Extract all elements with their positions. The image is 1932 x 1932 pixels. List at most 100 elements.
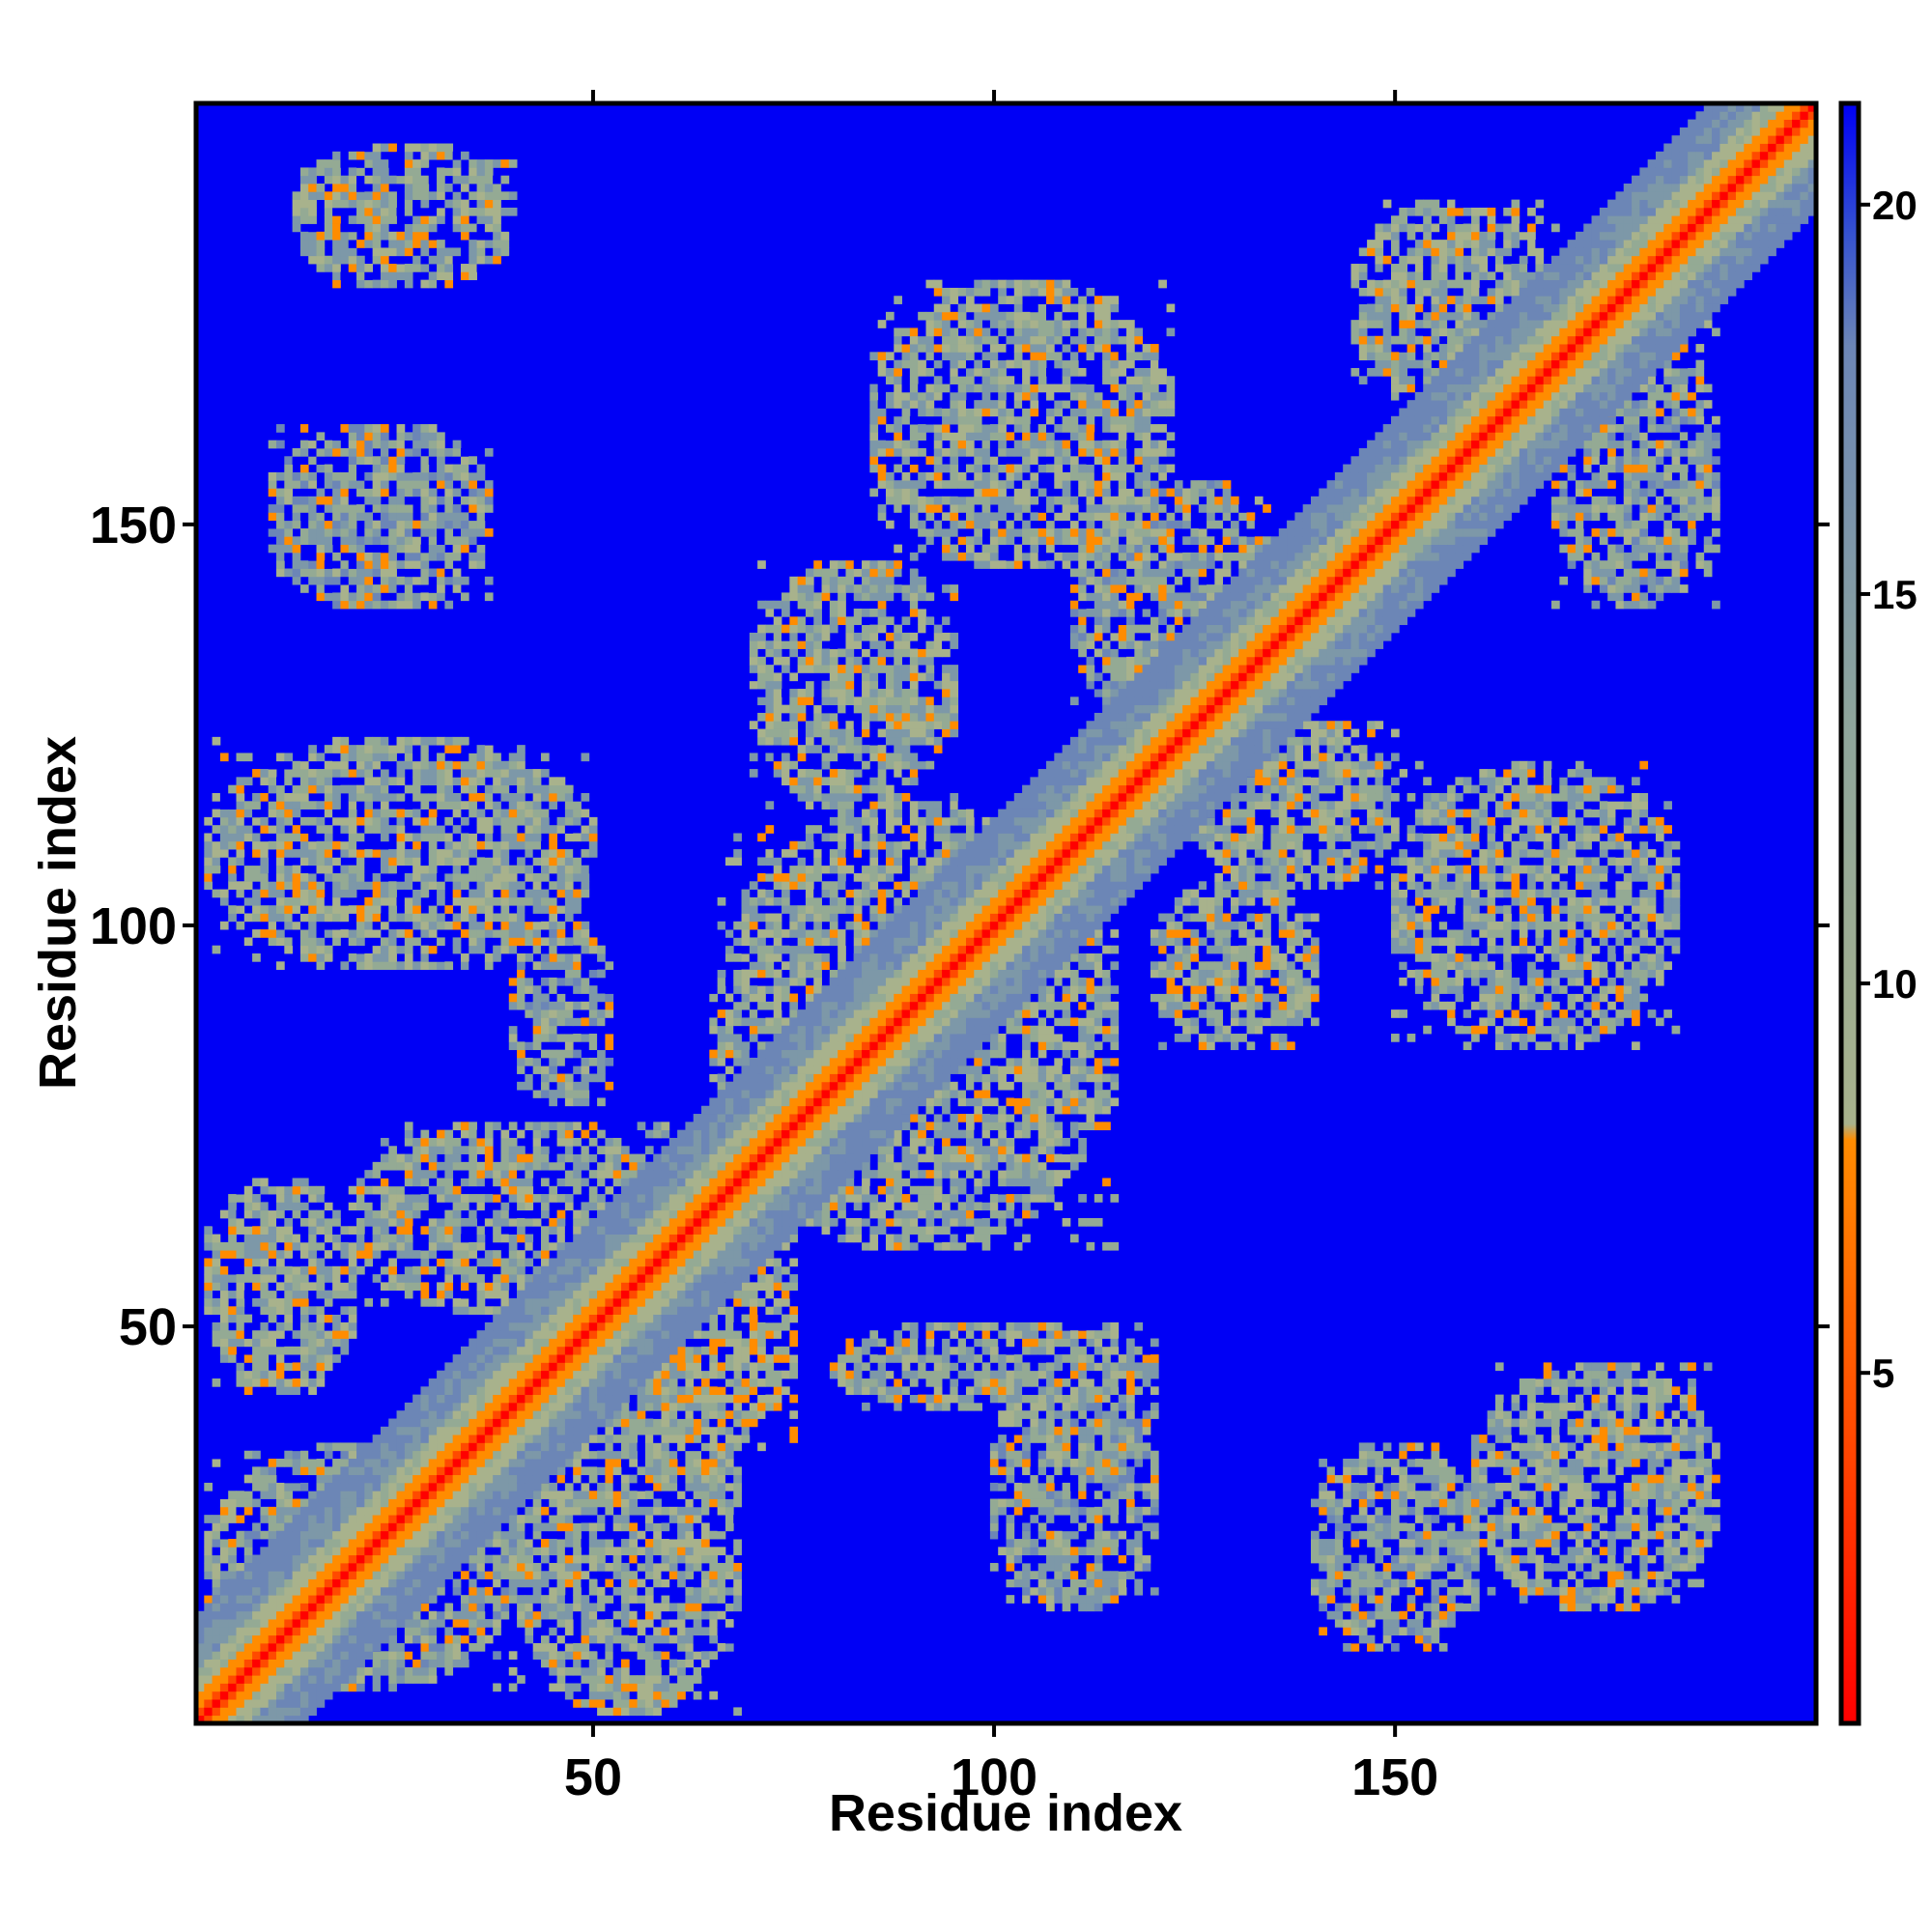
heatmap-cell bbox=[733, 1562, 742, 1572]
heatmap-cell bbox=[668, 1402, 678, 1411]
heatmap-cell bbox=[525, 1241, 534, 1251]
heatmap-cell bbox=[493, 840, 501, 850]
heatmap-cell bbox=[621, 1515, 630, 1523]
heatmap-cell bbox=[428, 1234, 438, 1243]
heatmap-cell bbox=[299, 753, 309, 762]
heatmap-cell bbox=[437, 1627, 445, 1636]
heatmap-cell bbox=[517, 953, 526, 962]
heatmap-cell bbox=[564, 1137, 574, 1147]
heatmap-cell bbox=[348, 223, 357, 233]
heatmap-cell bbox=[396, 504, 406, 513]
heatmap-cell bbox=[252, 769, 261, 778]
heatmap-cell bbox=[500, 809, 510, 818]
heatmap-cell bbox=[637, 1491, 646, 1499]
heatmap-cell bbox=[380, 264, 389, 272]
heatmap-cell bbox=[668, 1394, 678, 1404]
heatmap-cell bbox=[556, 1683, 566, 1692]
heatmap-cell bbox=[420, 504, 430, 513]
heatmap-cell bbox=[444, 1250, 454, 1259]
heatmap-cell bbox=[396, 1226, 406, 1235]
heatmap-cell bbox=[437, 576, 445, 585]
heatmap-cell bbox=[316, 1241, 326, 1251]
heatmap-cell bbox=[677, 1627, 686, 1636]
heatmap-cell bbox=[299, 496, 309, 505]
heatmap-cell bbox=[324, 544, 333, 554]
heatmap-cell bbox=[236, 833, 245, 842]
heatmap-cell bbox=[268, 1515, 277, 1523]
heatmap-cell bbox=[356, 592, 365, 602]
heatmap-cell bbox=[428, 816, 438, 826]
heatmap-cell bbox=[299, 1314, 309, 1323]
heatmap-cell bbox=[500, 1202, 510, 1211]
heatmap-cell bbox=[564, 1146, 574, 1154]
heatmap-cell bbox=[316, 592, 326, 602]
heatmap-cell bbox=[493, 1194, 501, 1203]
heatmap-cell bbox=[420, 753, 430, 762]
heatmap-cell bbox=[299, 872, 309, 882]
heatmap-cell bbox=[437, 271, 445, 281]
heatmap-cell bbox=[588, 1562, 598, 1572]
heatmap-cell bbox=[549, 1241, 557, 1251]
heatmap-cell bbox=[540, 1025, 550, 1035]
heatmap-cell bbox=[733, 1435, 742, 1443]
heatmap-cell bbox=[299, 440, 309, 449]
heatmap-cell bbox=[340, 1338, 350, 1348]
heatmap-cell bbox=[733, 1386, 742, 1396]
heatmap-cell bbox=[332, 809, 341, 818]
heatmap-cell bbox=[452, 568, 462, 578]
heatmap-cell bbox=[420, 1241, 430, 1251]
heatmap-cell bbox=[517, 929, 526, 938]
heatmap-cell bbox=[388, 1234, 397, 1243]
heatmap-cell bbox=[605, 985, 614, 994]
heatmap-cell bbox=[653, 1442, 662, 1452]
heatmap-cell bbox=[452, 953, 462, 962]
heatmap-cell bbox=[332, 1282, 341, 1292]
heatmap-cell bbox=[621, 1603, 630, 1612]
heatmap-cell bbox=[549, 1491, 557, 1499]
heatmap-cell bbox=[348, 881, 357, 890]
heatmap-cell bbox=[605, 1450, 614, 1460]
heatmap-cell bbox=[299, 1338, 309, 1348]
heatmap-cell bbox=[685, 1459, 695, 1467]
heatmap-cell bbox=[493, 1226, 501, 1235]
heatmap-cell bbox=[564, 1009, 574, 1018]
heatmap-cell bbox=[412, 1146, 421, 1154]
heatmap-cell bbox=[508, 1178, 518, 1187]
heatmap-cell bbox=[573, 1178, 582, 1187]
heatmap-cell bbox=[476, 1161, 486, 1171]
heatmap-cell bbox=[540, 1194, 550, 1203]
heatmap-cell bbox=[701, 1522, 710, 1532]
heatmap-cell bbox=[372, 223, 382, 233]
heatmap-cell bbox=[284, 1265, 294, 1275]
heatmap-cell bbox=[677, 1482, 686, 1492]
heatmap-cell bbox=[268, 760, 277, 770]
heatmap-cell bbox=[460, 896, 469, 906]
heatmap-cell bbox=[316, 1234, 326, 1243]
heatmap-cell bbox=[420, 769, 430, 778]
heatmap-cell bbox=[372, 872, 382, 882]
heatmap-cell bbox=[316, 568, 326, 578]
heatmap-cell bbox=[324, 215, 333, 224]
heatmap-cell bbox=[372, 464, 382, 473]
heatmap-cell bbox=[299, 1306, 309, 1315]
heatmap-cell bbox=[260, 1258, 270, 1267]
heatmap-cell bbox=[420, 223, 430, 233]
heatmap-cell bbox=[685, 1603, 695, 1612]
heatmap-cell bbox=[356, 921, 365, 930]
heatmap-cell bbox=[356, 456, 365, 465]
heatmap-cell bbox=[276, 1506, 285, 1516]
heatmap-cell bbox=[452, 896, 462, 906]
heatmap-cell bbox=[292, 913, 301, 923]
heatmap-cell bbox=[332, 215, 341, 224]
heatmap-cell bbox=[733, 1321, 742, 1331]
heatmap-cell bbox=[508, 159, 518, 168]
heatmap-cell bbox=[219, 1298, 229, 1307]
heatmap-cell bbox=[324, 1474, 333, 1484]
heatmap-cell bbox=[299, 231, 309, 241]
heatmap-cell bbox=[693, 1547, 702, 1556]
heatmap-cell bbox=[364, 215, 374, 224]
heatmap-cell bbox=[500, 1129, 510, 1139]
heatmap-cell bbox=[420, 207, 430, 216]
heatmap-cell bbox=[404, 184, 413, 192]
heatmap-cell bbox=[299, 1482, 309, 1492]
